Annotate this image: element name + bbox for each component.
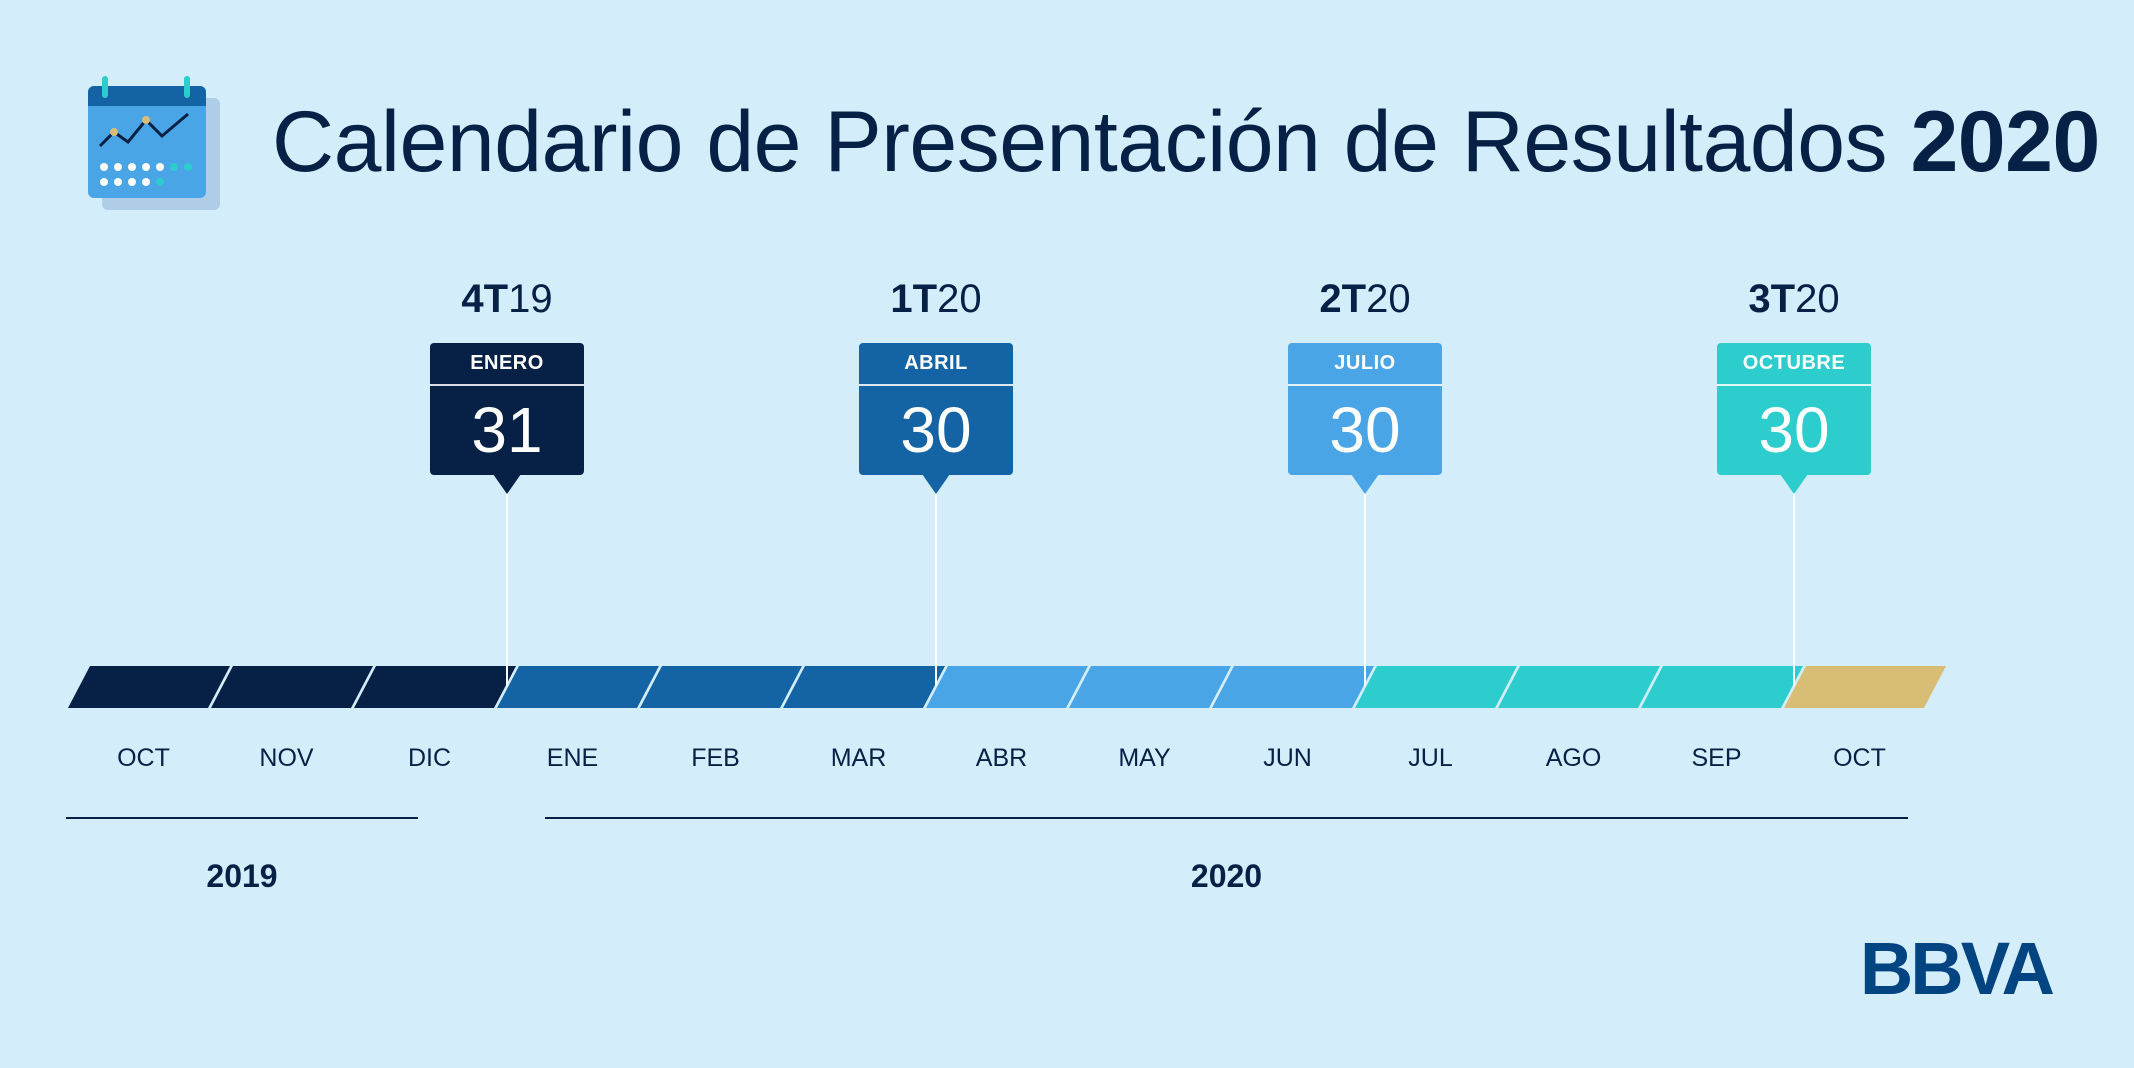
timeline-segment-nov — [211, 666, 373, 708]
quarter-label: 2T20 — [1255, 276, 1475, 322]
event-month: JULIO — [1288, 343, 1442, 386]
month-label: NOV — [259, 744, 314, 772]
month-label: OCT — [1833, 744, 1886, 772]
bbva-logo: BBVA — [1859, 927, 2055, 1010]
timeline-segment-ago — [1498, 666, 1660, 708]
page-title: Calendario de Presentación de Resultados… — [272, 92, 2100, 192]
event-pointer — [1351, 474, 1379, 494]
event-day: 30 — [1758, 394, 1830, 466]
timeline-segment-mar — [783, 666, 945, 708]
timeline-segment-oct — [68, 666, 230, 708]
event-date-card: ABRIL 30 — [859, 343, 1013, 475]
month-label: MAR — [830, 744, 887, 772]
timeline-segment-sep — [1641, 666, 1803, 708]
month-label: ENE — [546, 744, 599, 772]
page-title-year: 2020 — [1910, 94, 2100, 190]
page-title-text: Calendario de Presentación de Resultados — [272, 94, 1888, 190]
timeline-segment-oct — [1784, 666, 1946, 708]
event-month: ABRIL — [859, 343, 1013, 386]
event-pointer — [1780, 474, 1808, 494]
timeline-segment-feb — [640, 666, 802, 708]
month-label: AGO — [1545, 744, 1602, 772]
timeline-segment-may — [1069, 666, 1231, 708]
event-day: 30 — [900, 394, 972, 466]
event-pointer — [922, 474, 950, 494]
quarter-year: 20 — [1366, 277, 1411, 321]
event-date-card: ENERO 31 — [430, 343, 584, 475]
quarter-year: 20 — [937, 277, 982, 321]
event-month: OCTUBRE — [1717, 343, 1871, 386]
event-day: 30 — [1329, 394, 1401, 466]
quarter-label: 3T20 — [1684, 276, 1904, 322]
quarter-code: 1T — [890, 277, 938, 321]
month-label: MAY — [1118, 744, 1171, 772]
month-label: JUL — [1408, 744, 1453, 772]
quarter-year: 20 — [1795, 277, 1840, 321]
event-month: ENERO — [430, 343, 584, 386]
quarter-label: 4T19 — [397, 276, 617, 322]
event-date-card: JULIO 30 — [1288, 343, 1442, 475]
year-label: 2019 — [206, 858, 278, 894]
month-label: JUN — [1263, 744, 1312, 772]
timeline-segment-ene — [497, 666, 659, 708]
month-label: FEB — [691, 744, 740, 772]
quarter-code: 3T — [1748, 277, 1796, 321]
quarter-code: 4T — [461, 277, 509, 321]
year-label: 2020 — [1190, 858, 1263, 894]
quarter-code: 2T — [1319, 277, 1367, 321]
month-label: ABR — [975, 744, 1028, 772]
month-label: OCT — [117, 744, 170, 772]
quarter-year: 19 — [508, 277, 553, 321]
quarter-label: 1T20 — [826, 276, 1046, 322]
event-date-card: OCTUBRE 30 — [1717, 343, 1871, 475]
event-pointer — [493, 474, 521, 494]
timeline-segment-jul — [1355, 666, 1517, 708]
timeline-segment-abr — [926, 666, 1088, 708]
timeline-segment-jun — [1212, 666, 1374, 708]
timeline-segment-dic — [354, 666, 516, 708]
calendar-chart-icon — [88, 76, 220, 210]
month-label: DIC — [407, 744, 452, 772]
event-day: 31 — [471, 394, 543, 466]
month-label: SEP — [1691, 744, 1742, 772]
